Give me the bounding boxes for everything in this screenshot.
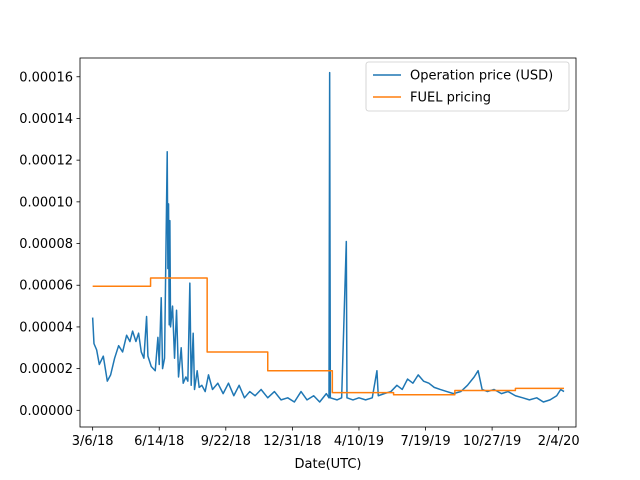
y-tick-label: 0.00004: [19, 320, 73, 335]
y-ticks: 0.00000 0.00002 0.00004 0.00006 0.00008 0.000…: [19, 70, 80, 419]
x-tick-label: 2/4/20: [538, 434, 580, 449]
x-tick-label: 9/22/18: [201, 434, 251, 449]
y-tick-label: 0.00012: [19, 154, 73, 169]
y-tick-label: 0.00010: [19, 195, 73, 210]
y-tick-label: 0.00014: [19, 112, 73, 127]
x-tick-label: 10/27/19: [463, 434, 521, 449]
x-tick-label: 7/19/19: [400, 434, 450, 449]
x-tick-label: 3/6/18: [72, 434, 114, 449]
x-tick-label: 4/10/19: [334, 434, 384, 449]
series-line-2: [92, 277, 565, 396]
legend: Operation price (USD) FUEL pricing: [365, 61, 570, 112]
y-tick-label: 0.00016: [19, 70, 73, 85]
y-tick-label: 0.00002: [19, 362, 73, 377]
y-tick-label: 0.00008: [19, 237, 73, 252]
legend-label: FUEL pricing: [410, 91, 491, 106]
legend-box: [365, 61, 570, 112]
x-ticks: 3/6/18 6/14/18 9/22/18 12/31/18 4/10/19 7/19/…: [72, 427, 580, 449]
x-tick-label: 6/14/18: [134, 434, 184, 449]
x-tick-label: 12/31/18: [263, 434, 321, 449]
y-tick-label: 0.00006: [19, 279, 73, 294]
y-tick-label: 0.00000: [19, 404, 73, 419]
series-line-1: [91, 71, 565, 403]
series-layer: [91, 71, 565, 403]
legend-label: Operation price (USD): [410, 69, 553, 84]
x-axis-label: Date(UTC): [295, 457, 362, 472]
plot-frame: [79, 57, 577, 428]
axes-layer: [79, 57, 577, 428]
